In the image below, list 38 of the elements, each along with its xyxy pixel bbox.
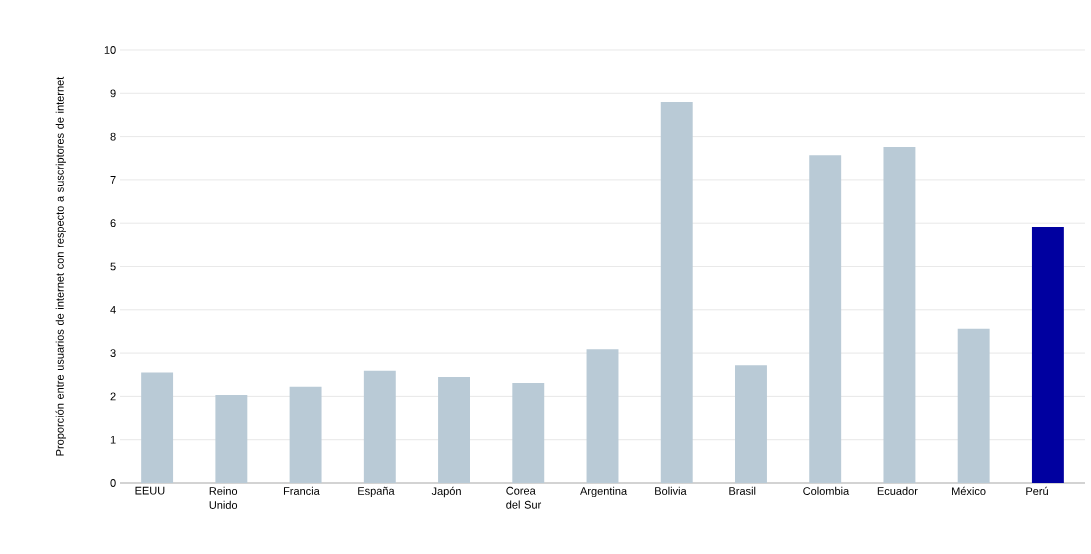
bar (289, 386, 322, 483)
x-tick-label: Francia (283, 486, 320, 495)
bar (363, 370, 396, 483)
x-tick-label: Brasil (729, 486, 756, 495)
y-tick-label: 3 (110, 349, 116, 357)
y-tick-label: 5 (110, 262, 116, 271)
y-tick-label: 1 (110, 435, 116, 444)
bar (883, 146, 916, 483)
y-axis-title: Proporción entre usuarios de internet con respecto a suscriptores de internet (55, 76, 66, 456)
bar (809, 155, 842, 483)
x-tick-label: EEUU (135, 486, 165, 495)
x-tick-label: Bolivia (655, 486, 687, 495)
bar (141, 372, 174, 483)
y-tick-label: 0 (110, 479, 116, 487)
x-tick-label: Perú (1026, 486, 1048, 496)
bar (660, 101, 693, 483)
y-tick-label: 9 (110, 89, 116, 98)
bar (438, 376, 470, 483)
x-tick-label: México (952, 486, 986, 496)
y-tick-label: 8 (110, 132, 116, 141)
y-tick-label: 7 (110, 176, 116, 184)
bar (735, 365, 767, 483)
y-tick-label: 2 (110, 392, 116, 401)
y-tick-label: 10 (104, 46, 116, 54)
bar (957, 328, 990, 483)
x-tick-label: Colombia (803, 486, 850, 495)
y-tick-label: 6 (110, 219, 116, 228)
bar (215, 395, 248, 483)
bar (586, 349, 619, 483)
bar (1031, 227, 1064, 483)
x-tick-label: España (358, 486, 395, 498)
x-tick-label: Reino Unido (209, 486, 238, 509)
y-tick-label: 4 (110, 306, 116, 314)
x-tick-label: Japón (431, 486, 461, 498)
x-tick-label: Ecuador (877, 486, 918, 495)
x-tick-label: Corea del Sur (506, 486, 542, 509)
x-tick-label: Argentina (580, 486, 628, 498)
bar (512, 382, 545, 483)
